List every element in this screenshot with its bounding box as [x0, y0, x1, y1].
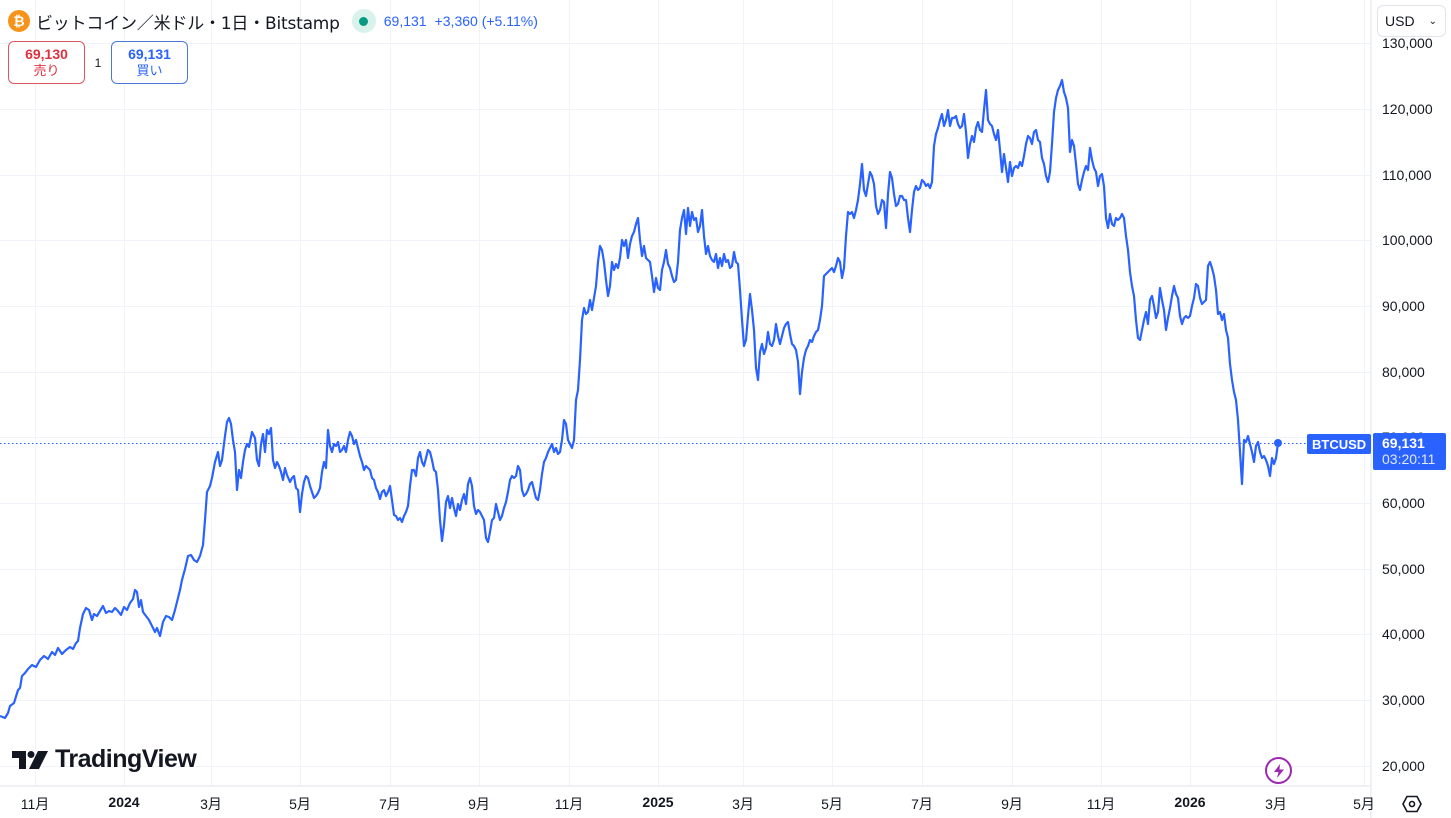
- spread-value: 1: [94, 55, 102, 70]
- price-axis-label: 80,000: [1382, 364, 1425, 380]
- sell-price: 69,130: [25, 46, 68, 62]
- lightning-bolt-icon: [1273, 763, 1284, 778]
- buy-label: 買い: [136, 63, 163, 78]
- currency-value: USD: [1385, 13, 1415, 29]
- current-price-value: 69,131: [1382, 435, 1425, 451]
- time-axis-label: 11月: [554, 796, 584, 812]
- price-axis-label: 30,000: [1382, 692, 1425, 708]
- bitcoin-logo-icon: ₿: [8, 10, 30, 32]
- time-axis-label: 2026: [1174, 794, 1206, 810]
- time-axis-label: 11月: [1086, 796, 1116, 812]
- time-axis-label: 7月: [911, 796, 933, 812]
- price-axis-label: 40,000: [1382, 626, 1425, 642]
- chart-settings-button[interactable]: [1400, 793, 1424, 815]
- sell-button[interactable]: 69,130 売り: [8, 41, 85, 84]
- buy-button[interactable]: 69,131 買い: [111, 41, 188, 84]
- price-axis-label: 100,000: [1382, 232, 1433, 248]
- last-price: 69,131: [383, 13, 427, 29]
- price-axis-label: 130,000: [1382, 35, 1433, 51]
- current-price-tag: 69,131 03:20:11: [1373, 433, 1446, 470]
- chevron-down-icon: ⌄: [1428, 15, 1437, 27]
- vertical-gridlines: [35, 0, 1365, 786]
- time-axis-label: 5月: [821, 796, 843, 812]
- time-axis-label: 5月: [1353, 796, 1375, 812]
- currency-dropdown[interactable]: USD ⌄: [1377, 5, 1446, 37]
- time-axis-label: 3月: [200, 796, 222, 812]
- market-status-indicator[interactable]: [351, 9, 376, 33]
- buy-price: 69,131: [128, 46, 171, 62]
- time-axis-label: 9月: [468, 796, 490, 812]
- horizontal-gridlines: [0, 43, 1371, 767]
- price-axis-label: 110,000: [1382, 167, 1432, 183]
- time-axis-label: 3月: [732, 796, 754, 812]
- time-axis-label: 7月: [379, 796, 401, 812]
- price-axis-label: 120,000: [1382, 101, 1433, 117]
- bar-countdown: 03:20:11: [1382, 451, 1436, 467]
- time-axis-label: 2025: [642, 794, 674, 810]
- time-axis-label: 9月: [1001, 796, 1023, 812]
- last-price-dot: [1274, 439, 1282, 447]
- price-axis-label: 60,000: [1382, 495, 1425, 511]
- sell-label: 売り: [33, 63, 60, 78]
- tradingview-mark-icon: [12, 750, 48, 769]
- bolt-button[interactable]: [1265, 757, 1292, 784]
- time-axis-label: 11月: [20, 796, 50, 812]
- price-change: +3,360 (+5.11%): [434, 13, 538, 29]
- market-open-dot-icon: [359, 16, 369, 26]
- price-axis-label: 50,000: [1382, 561, 1425, 577]
- time-axis-label: 3月: [1265, 796, 1287, 812]
- symbol-price-label: BTCUSD: [1307, 434, 1372, 454]
- trade-panel: 69,130 売り 1 69,131 買い: [8, 41, 188, 84]
- price-axis-label: 90,000: [1382, 298, 1425, 314]
- tradingview-wordmark: TradingView: [55, 745, 197, 773]
- settings-hexagon-icon: [1402, 795, 1422, 813]
- symbol-title[interactable]: ビットコイン／米ドル・1日・Bitstamp: [36, 13, 340, 34]
- price-axis-label: 20,000: [1382, 758, 1425, 774]
- symbol-header: ₿ ビットコイン／米ドル・1日・Bitstamp 69,131 +3,360 (…: [8, 8, 538, 34]
- time-axis-label: 2024: [108, 794, 140, 810]
- tradingview-logo[interactable]: TradingView: [12, 745, 197, 774]
- time-axis-label: 5月: [289, 796, 311, 812]
- btcusd-price-line: [0, 78, 1280, 720]
